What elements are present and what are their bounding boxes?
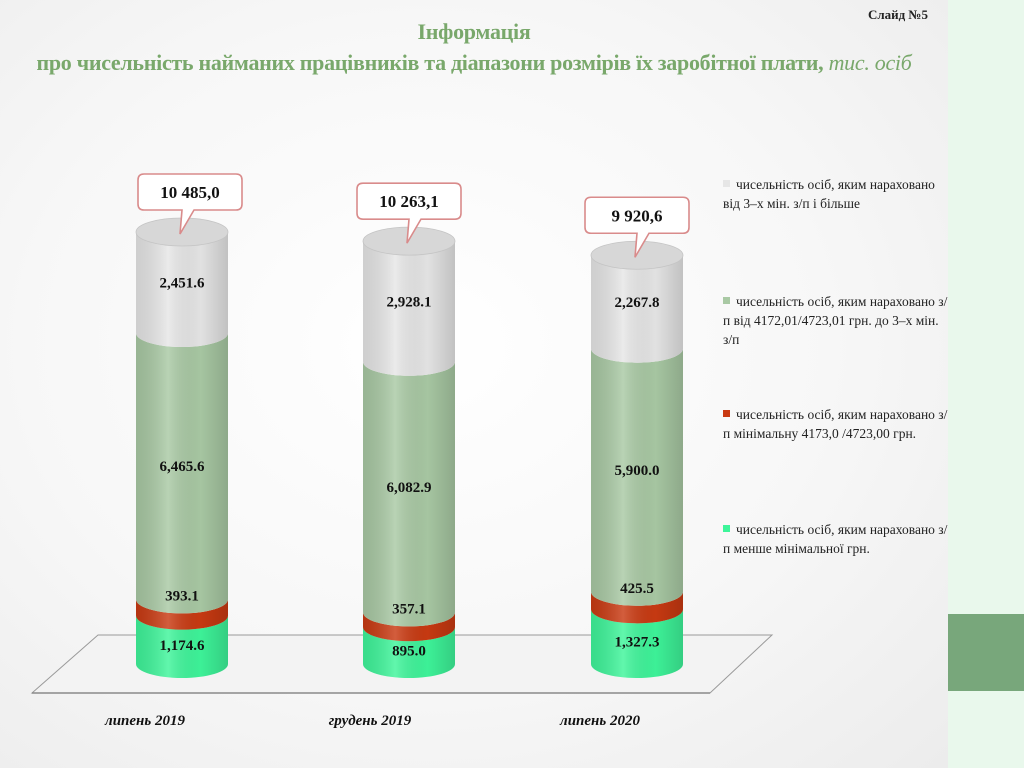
legend-item-below-minimum: чисельність осіб, яким нараховано з/п ме… bbox=[723, 520, 948, 558]
bar-segment-shade bbox=[591, 609, 683, 678]
slide-subtitle-unit: тис. осіб bbox=[828, 50, 912, 75]
bar-segment-shade bbox=[136, 615, 228, 678]
bars-group: 1,174.6 393.1 6,465.6 2,451.6 895.0 357.1 6,08… bbox=[135, 217, 684, 678]
bar-segment-shade bbox=[363, 627, 455, 678]
x-tick-label: липень 2020 bbox=[559, 713, 640, 729]
legend-swatch bbox=[723, 525, 730, 532]
bar-segment bbox=[136, 615, 228, 678]
bar-segment bbox=[591, 591, 683, 624]
bar-segment-shade bbox=[363, 361, 455, 627]
total-label: 10 263,1 bbox=[379, 192, 439, 211]
callout-box bbox=[584, 196, 690, 258]
legend-label: чисельність осіб, яким нараховано з/п ві… bbox=[723, 294, 948, 347]
legend-item-minimum: чисельність осіб, яким нараховано з/п мі… bbox=[723, 405, 948, 443]
bar-segment bbox=[363, 241, 455, 376]
bar-segment-shade bbox=[363, 241, 455, 376]
bar-value-label: 2,451.6 bbox=[160, 276, 206, 292]
bar-value-label: 393.1 bbox=[165, 588, 199, 604]
bar-segment bbox=[591, 609, 683, 678]
slide-subtitle-text: про чисельність найманих працівників та … bbox=[36, 50, 824, 75]
bar-value-label: 1,327.3 bbox=[615, 635, 660, 651]
side-accent-block bbox=[948, 614, 1024, 691]
bar-value-label: 5,900.0 bbox=[615, 463, 660, 479]
bar-segment bbox=[591, 348, 683, 606]
bar-value-label: 895.0 bbox=[392, 644, 426, 660]
bar-value-label: 357.1 bbox=[392, 601, 426, 617]
legend-label: чисельність осіб, яким нараховано від 3–… bbox=[723, 177, 935, 211]
callouts-group: 10 485,0 10 263,1 9 920,6 bbox=[137, 173, 690, 258]
x-tick-label: липень 2019 bbox=[104, 713, 185, 729]
legend-label: чисельність осіб, яким нараховано з/п мі… bbox=[723, 407, 948, 441]
bar-segment-shade bbox=[591, 348, 683, 606]
bar-segment bbox=[136, 333, 228, 614]
total-callout: 10 485,0 bbox=[137, 173, 243, 235]
bar-value-label: 2,267.8 bbox=[615, 295, 660, 311]
legend-swatch bbox=[723, 410, 730, 417]
stacked-cylinder-chart: 1,174.6 393.1 6,465.6 2,451.6 895.0 357.1 6,08… bbox=[30, 173, 774, 729]
callout-box bbox=[356, 182, 462, 244]
total-callout: 9 920,6 bbox=[584, 196, 690, 258]
legend-label: чисельність осіб, яким нараховано з/п ме… bbox=[723, 522, 948, 556]
bar-value-label: 6,465.6 bbox=[160, 459, 206, 475]
total-label: 10 485,0 bbox=[160, 183, 220, 202]
bar-segment bbox=[591, 255, 683, 363]
bar-segment bbox=[136, 599, 228, 630]
slide-subtitle: про чисельність найманих працівників та … bbox=[0, 50, 948, 76]
bar-segment bbox=[363, 612, 455, 642]
callout-box bbox=[137, 173, 243, 235]
total-label: 9 920,6 bbox=[612, 206, 663, 225]
bar-value-label: 6,082.9 bbox=[387, 480, 432, 496]
slide-title: Інформація bbox=[417, 19, 531, 44]
legend-swatch bbox=[723, 180, 730, 187]
bar-segment-shade bbox=[136, 333, 228, 614]
slide-number: Слайд №5 bbox=[867, 7, 928, 22]
bar-value-label: 2,928.1 bbox=[387, 294, 432, 310]
bar-segment-shade bbox=[136, 232, 228, 348]
x-axis-labels: липень 2019 грудень 2019 липень 2020 bbox=[104, 713, 640, 729]
bar-segment-shade bbox=[136, 599, 228, 630]
bar-segment-shade bbox=[591, 255, 683, 363]
bar-segment-shade bbox=[363, 612, 455, 642]
bar-segment bbox=[363, 361, 455, 627]
total-callout: 10 263,1 bbox=[356, 182, 462, 244]
legend-item-above-3-min: чисельність осіб, яким нараховано від 3–… bbox=[723, 175, 948, 213]
legend-swatch bbox=[723, 297, 730, 304]
legend-item-range: чисельність осіб, яким нараховано з/п ві… bbox=[723, 292, 948, 349]
bar-segment bbox=[136, 232, 228, 348]
x-tick-label: грудень 2019 bbox=[329, 713, 412, 729]
bar-segment-shade bbox=[591, 591, 683, 624]
bar-value-label: 425.5 bbox=[620, 581, 654, 597]
bar-value-label: 1,174.6 bbox=[160, 638, 206, 654]
bar-segment bbox=[363, 627, 455, 678]
